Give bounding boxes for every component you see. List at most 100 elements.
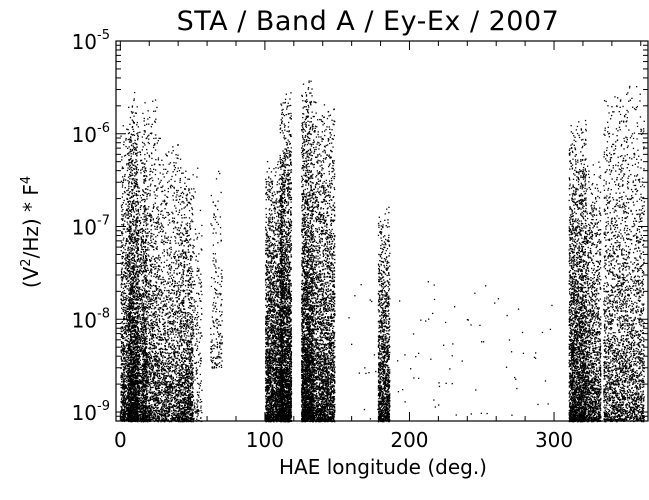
data-point [133, 186, 136, 188]
data-point [128, 329, 131, 332]
data-point [133, 199, 135, 201]
data-point [142, 400, 144, 403]
data-point [128, 375, 130, 377]
data-point [150, 232, 152, 235]
data-point [153, 337, 155, 339]
data-point [144, 342, 146, 344]
data-point [134, 205, 137, 207]
data-point [134, 139, 136, 142]
data-point [138, 314, 140, 316]
data-point [128, 228, 130, 230]
data-point [155, 266, 157, 268]
data-point [126, 322, 128, 324]
data-point [129, 201, 132, 203]
data-point [122, 413, 124, 416]
data-point [152, 290, 154, 293]
data-point [157, 219, 160, 221]
data-point [136, 374, 138, 377]
data-point [144, 214, 146, 216]
data-point [148, 281, 150, 283]
data-point [145, 262, 147, 264]
data-point [132, 223, 134, 225]
data-point [120, 410, 122, 412]
data-point [131, 375, 134, 377]
data-point [138, 387, 141, 389]
data-point [135, 243, 138, 245]
data-point [130, 412, 132, 415]
data-point [135, 241, 138, 243]
data-point [148, 365, 150, 367]
data-point [154, 143, 156, 145]
data-point [124, 390, 126, 393]
data-point [120, 322, 122, 324]
data-point [135, 396, 137, 398]
data-point [131, 321, 133, 324]
data-point [146, 320, 148, 323]
data-point [145, 170, 147, 172]
data-point [136, 307, 138, 309]
data-point [150, 229, 152, 231]
data-point [140, 402, 142, 405]
data-point [152, 368, 154, 370]
data-point [123, 307, 125, 309]
data-point [125, 410, 127, 412]
data-point [139, 151, 141, 153]
data-point [137, 350, 139, 352]
data-point [121, 375, 123, 377]
data-point [121, 156, 123, 158]
data-point [129, 322, 131, 324]
data-point [127, 255, 129, 257]
data-point [155, 313, 157, 315]
data-point [128, 279, 130, 282]
data-point [127, 274, 129, 276]
data-point [121, 412, 123, 415]
data-point [149, 383, 151, 386]
data-point [123, 326, 125, 328]
data-point [146, 384, 148, 387]
data-point [127, 147, 129, 149]
data-point [150, 170, 152, 172]
data-point [134, 223, 137, 225]
data-point [134, 142, 136, 144]
data-point [135, 143, 137, 145]
data-point [130, 398, 132, 401]
data-point [126, 227, 128, 230]
data-point [156, 402, 159, 404]
data-point [147, 327, 149, 329]
data-point [133, 343, 135, 345]
data-point [135, 272, 137, 275]
data-point [128, 346, 130, 348]
data-point [146, 399, 148, 401]
data-point [129, 316, 131, 318]
data-point [151, 315, 153, 317]
data-point [134, 299, 136, 301]
data-point [132, 164, 134, 166]
data-point [147, 406, 149, 408]
data-point [154, 110, 157, 112]
data-point [155, 297, 157, 300]
data-point [144, 386, 146, 388]
data-point [129, 116, 132, 119]
data-point [138, 289, 140, 291]
data-point [128, 407, 131, 409]
data-point [137, 363, 139, 365]
data-point [130, 144, 133, 147]
data-point [137, 327, 139, 329]
data-point [154, 273, 156, 275]
data-point [124, 337, 126, 339]
data-point [133, 330, 135, 332]
data-point [137, 194, 139, 196]
data-point [126, 352, 128, 354]
data-point [143, 311, 145, 313]
data-point [131, 291, 133, 293]
data-point [141, 323, 143, 325]
data-point [142, 381, 144, 384]
data-point [137, 358, 139, 360]
data-point [128, 152, 130, 154]
data-point [120, 135, 122, 137]
data-point [120, 328, 122, 330]
data-point [138, 393, 140, 395]
data-point [125, 312, 128, 314]
data-point [127, 315, 129, 317]
data-point [123, 396, 125, 398]
